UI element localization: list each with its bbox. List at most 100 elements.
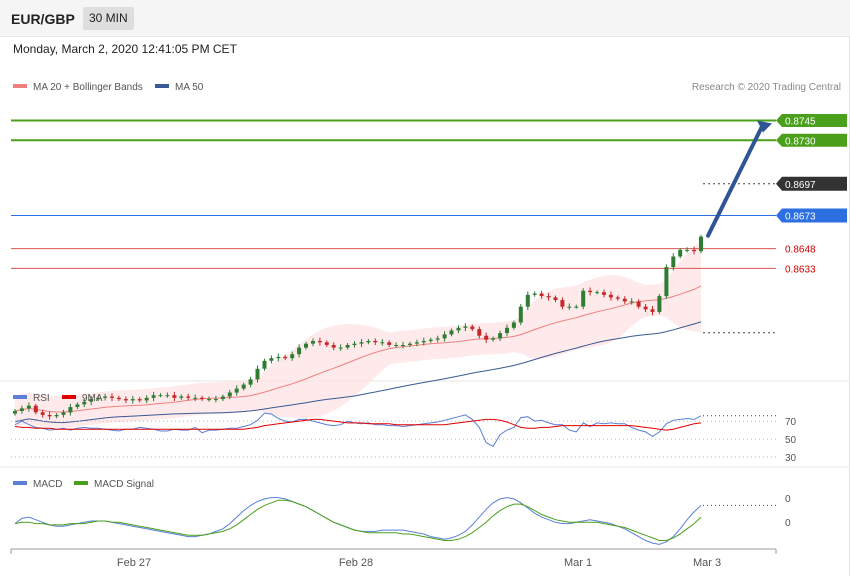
candle-body: [338, 347, 343, 349]
candle-body: [539, 293, 544, 297]
candle-body: [200, 397, 205, 400]
candle-body: [144, 397, 149, 401]
level-label-pivot: 0.8673: [785, 212, 816, 223]
macd-panel: 00: [14, 494, 791, 545]
candle-body: [311, 341, 315, 344]
candle-body: [283, 356, 288, 359]
candle-body: [442, 334, 447, 339]
candle-body: [608, 294, 613, 298]
candle-body: [40, 412, 45, 415]
candle-body: [498, 333, 503, 339]
candle-body: [449, 330, 454, 335]
candle-body: [629, 301, 634, 303]
macd-legend-swatch: [13, 481, 27, 485]
rsi-tick-label: 70: [785, 417, 797, 428]
candle-body: [408, 343, 412, 345]
candle-body: [123, 399, 128, 401]
rsi-tick-label: 50: [785, 435, 797, 446]
rsi-panel: 70 50 30: [11, 412, 797, 464]
candle-body: [297, 347, 302, 355]
candle-body: [130, 399, 135, 401]
rsi-ma-legend-label: 9MA: [82, 393, 103, 404]
candle-body: [525, 294, 530, 307]
candle-body: [186, 396, 191, 398]
candle-body: [172, 395, 177, 398]
candle-body: [581, 290, 586, 307]
candle-body: [75, 404, 80, 407]
candle-body: [227, 392, 232, 397]
x-axis: Feb 27 Feb 28 Mar 1 Mar 3: [10, 548, 777, 569]
candle-body: [615, 297, 620, 299]
candle-body: [324, 342, 329, 345]
ma20-legend-label: MA 20 + Bollinger Bands: [33, 82, 143, 93]
candle-body: [602, 292, 606, 295]
x-tick-label: Feb 27: [117, 557, 151, 569]
candle-body: [650, 309, 655, 312]
rsi-legend-label: RSI: [33, 393, 50, 404]
macd-signal-legend-label: MACD Signal: [94, 479, 154, 490]
candle-body: [518, 306, 523, 323]
candle-body: [290, 354, 295, 359]
forecast-arrow-shaft: [706, 124, 764, 238]
candle-body: [241, 384, 246, 389]
level-labels: 0.8745 0.8730 0.8697 0.8673 0.8648 0.8633: [776, 114, 847, 275]
candle-body: [116, 397, 121, 400]
candle-body: [588, 290, 593, 293]
candle-body: [484, 335, 489, 340]
candle-body: [428, 339, 433, 341]
candle-body: [685, 249, 690, 251]
candle-body: [304, 343, 308, 348]
candle-body: [61, 412, 66, 415]
candle-body: [463, 326, 468, 328]
candle-body: [220, 396, 225, 400]
candle-body: [110, 396, 114, 398]
candle-body: [560, 300, 565, 307]
candle-body: [54, 415, 59, 417]
candle-body: [179, 396, 184, 398]
level-label-box: [776, 208, 847, 223]
candle-body: [477, 329, 482, 336]
candle-body: [373, 341, 378, 343]
candle-body: [165, 395, 170, 397]
candle-body: [567, 306, 572, 308]
macd-tick-label: 0: [785, 494, 791, 505]
rsi-legend: RSI 9MA: [13, 393, 103, 404]
macd-legend-label: MACD: [33, 479, 62, 490]
chart-datetime: Monday, March 2, 2020 12:41:05 PM CET: [13, 42, 237, 56]
candle-body: [234, 388, 239, 393]
level-label-resistance: 0.8730: [785, 136, 816, 147]
timeframe-badge[interactable]: 30 MIN: [83, 7, 134, 30]
x-tick-label: Mar 3: [693, 557, 721, 569]
candle-body: [421, 341, 426, 343]
candle-body: [414, 342, 419, 344]
support-level-label: 0.8633: [785, 264, 816, 275]
forecast-arrow: [706, 120, 772, 238]
candle-body: [546, 296, 551, 298]
candle-body: [352, 343, 357, 345]
ma50-legend-swatch: [155, 84, 169, 88]
candle-body: [137, 399, 142, 401]
candle-body: [151, 395, 156, 398]
candle-body: [317, 341, 322, 343]
support-level-label: 0.8648: [785, 245, 816, 256]
forecast-arrow-head: [757, 120, 772, 133]
candle-body: [276, 356, 281, 359]
candle-body: [532, 293, 537, 295]
candle-body: [387, 342, 392, 345]
candle-body: [505, 327, 509, 334]
ma20-legend-swatch: [13, 84, 27, 88]
candle-body: [574, 306, 579, 308]
candle-body: [103, 396, 108, 398]
main-legend: MA 20 + Bollinger Bands MA 50: [13, 82, 204, 93]
x-tick-label: Mar 1: [564, 557, 592, 569]
candle-body: [33, 405, 38, 413]
candle-body: [664, 267, 669, 297]
candle-body: [96, 397, 101, 400]
candle-body: [678, 249, 683, 257]
candle-body: [262, 360, 267, 369]
candle-body: [692, 249, 697, 252]
candle-body: [158, 395, 163, 397]
candle-body: [456, 327, 461, 331]
rsi-ma-line: [14, 418, 702, 431]
